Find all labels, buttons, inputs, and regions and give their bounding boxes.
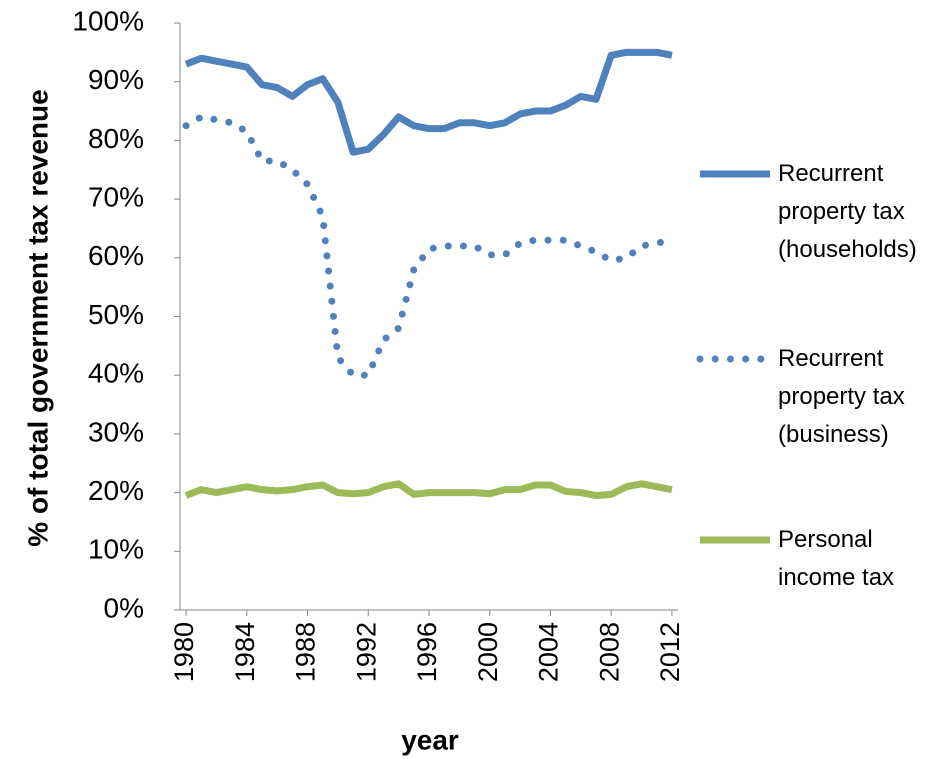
y-tick-label: 20% bbox=[88, 475, 144, 506]
series-line bbox=[182, 113, 676, 379]
series-line bbox=[184, 480, 673, 500]
y-tick-label: 60% bbox=[88, 240, 144, 271]
y-tick-label: 30% bbox=[88, 416, 144, 447]
x-tick-label: 2004 bbox=[534, 622, 564, 682]
x-tick-label: 1988 bbox=[291, 622, 321, 682]
y-tick-label: 100% bbox=[72, 5, 144, 36]
y-tick-label: 0% bbox=[104, 592, 144, 623]
x-tick-label: 2008 bbox=[594, 622, 624, 682]
y-tick-label: 90% bbox=[88, 64, 144, 95]
x-axis-title: year bbox=[401, 724, 459, 755]
y-axis-title: % of total government tax revenue bbox=[22, 89, 53, 546]
y-tick-label: 70% bbox=[88, 181, 144, 212]
y-tick-label: 40% bbox=[88, 358, 144, 389]
legend-label: Recurrent property tax (business) bbox=[778, 345, 905, 448]
legend-label: Personal income tax bbox=[778, 526, 895, 591]
series-line bbox=[184, 48, 673, 156]
x-tick-label: 1992 bbox=[351, 622, 381, 682]
y-tick-label: 10% bbox=[88, 534, 144, 565]
legend-label: Recurrent property tax (households) bbox=[778, 160, 917, 263]
y-tick-label: 80% bbox=[88, 123, 144, 154]
x-tick-label: 2012 bbox=[655, 622, 685, 682]
x-tick-label: 2000 bbox=[473, 622, 503, 682]
x-tick-label: 1984 bbox=[230, 622, 260, 682]
x-tick-label: 1996 bbox=[412, 622, 442, 682]
x-tick-label: 1980 bbox=[169, 622, 199, 682]
y-tick-label: 50% bbox=[88, 299, 144, 330]
